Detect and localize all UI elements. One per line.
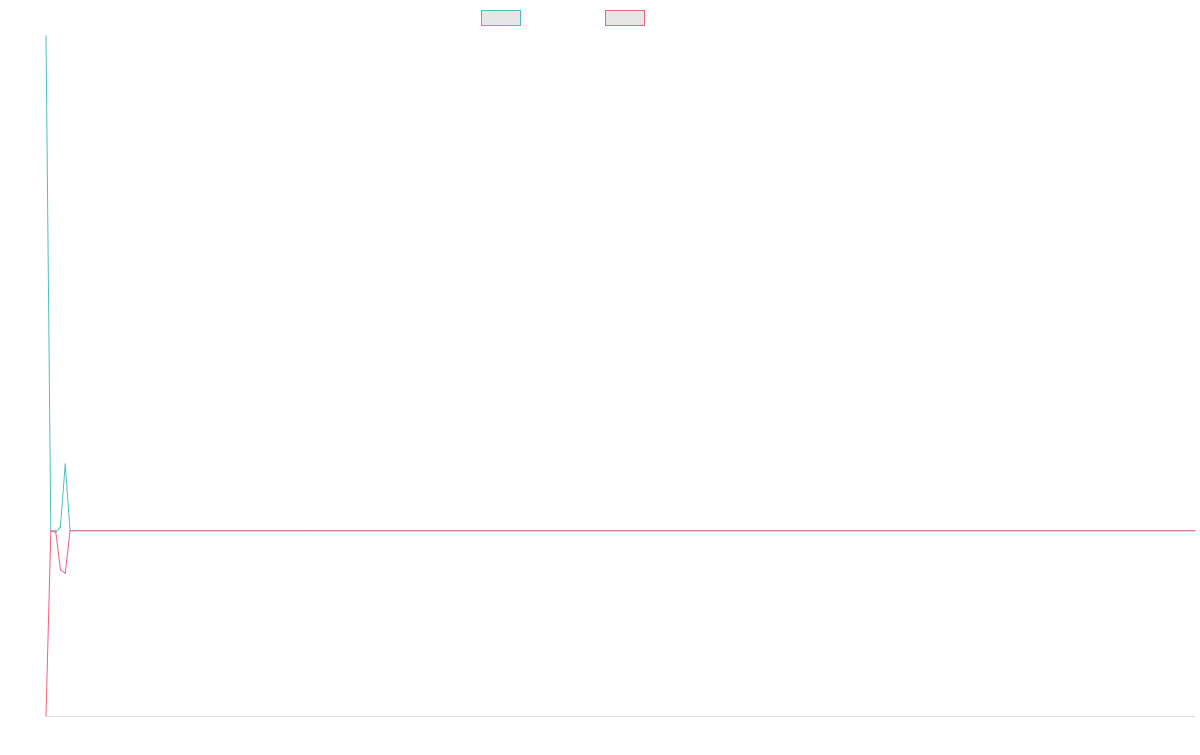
series-2-point: [45, 715, 47, 717]
series-2-point: [64, 572, 66, 574]
series-2-point: [50, 530, 52, 532]
series-2-point: [1194, 530, 1196, 532]
series-1-line: [45, 35, 1195, 534]
series-1-point: [45, 35, 47, 37]
legend-swatch-2[interactable]: [605, 10, 645, 26]
series-1: [45, 35, 1196, 534]
series-2-point: [55, 530, 57, 532]
series-1-point: [64, 463, 66, 465]
series-2-point: [69, 530, 71, 532]
chart-legend: [481, 10, 645, 26]
series-2-point: [59, 569, 62, 571]
series-2-line: [45, 530, 1195, 717]
chart-series: [45, 35, 1196, 717]
legend-swatch-1[interactable]: [481, 10, 521, 26]
series-2: [45, 530, 1196, 717]
series-1-point: [59, 526, 62, 528]
